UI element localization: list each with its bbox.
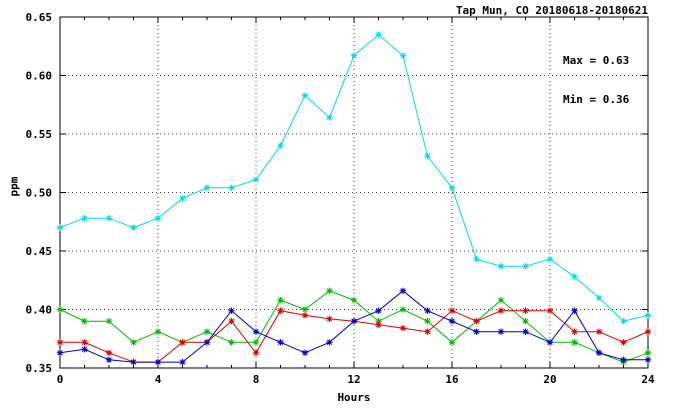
y-tick-label: 0.55	[26, 128, 53, 141]
x-tick-label: 12	[347, 373, 360, 386]
x-tick-label: 8	[253, 373, 260, 386]
x-tick-label: 16	[445, 373, 459, 386]
y-tick-label: 0.40	[26, 304, 53, 317]
y-tick-label: 0.60	[26, 70, 53, 83]
chart-title: Tap Mun, CO 20180618-20180621	[455, 4, 648, 17]
x-tick-label: 4	[155, 373, 162, 386]
y-axis-label: ppm	[7, 176, 21, 197]
series-markers-day-1-cyan	[56, 31, 652, 325]
x-tick-label: 0	[57, 373, 64, 386]
y-tick-label: 0.35	[26, 362, 53, 375]
y-tick-label: 0.45	[26, 245, 53, 258]
x-tick-label: 20	[543, 373, 556, 386]
annotation-box: Max = 0.63 Min = 0.36	[563, 28, 629, 119]
x-axis-label: Hours	[337, 391, 371, 404]
series-markers-day-4-blue	[56, 287, 652, 366]
y-tick-label: 0.65	[26, 11, 53, 24]
x-tick-label: 24	[641, 373, 655, 386]
annotation-min: Min = 0.36	[563, 93, 630, 106]
annotation-max: Max = 0.63	[563, 54, 630, 67]
y-tick-label: 0.50	[26, 187, 53, 200]
series-markers-day-3-red	[56, 307, 652, 366]
